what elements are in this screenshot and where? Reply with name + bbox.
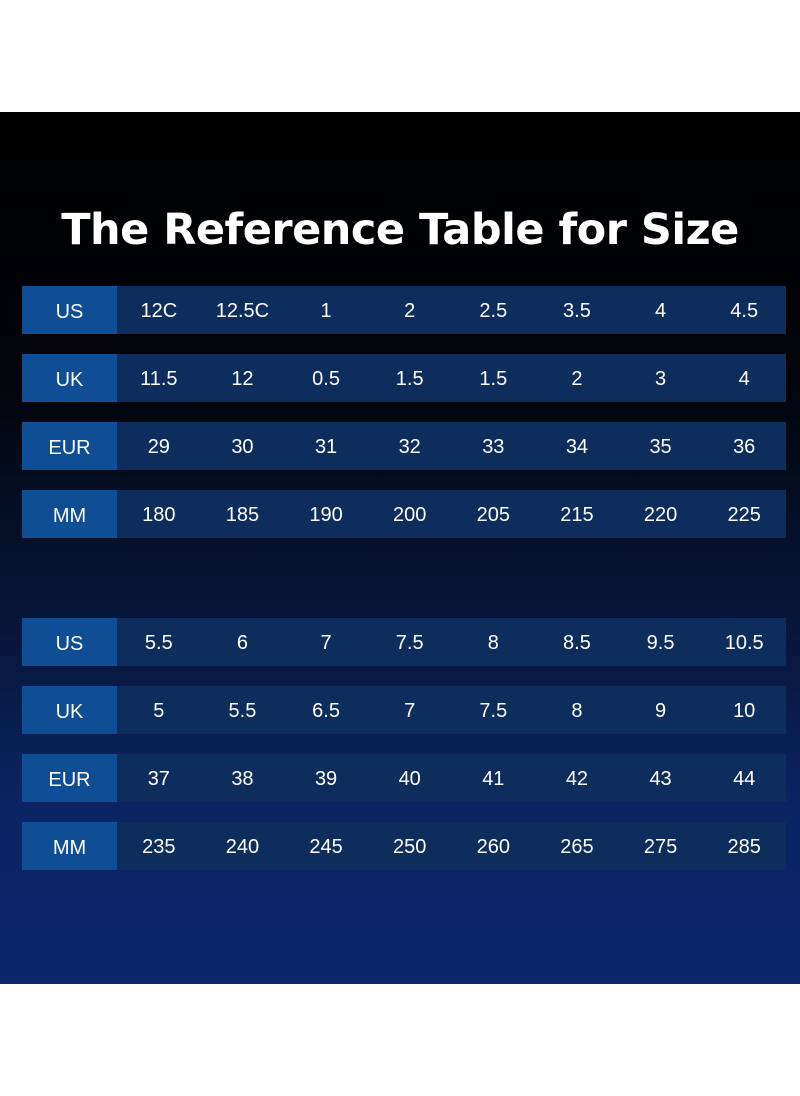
- table-cell: 4.5: [730, 299, 759, 322]
- table-cell: 40: [398, 767, 421, 790]
- table-cell: 265: [560, 835, 594, 858]
- table-cell: 7.5: [479, 699, 508, 722]
- row-label: MM: [22, 822, 117, 870]
- table-cell: 8: [571, 699, 583, 722]
- table-cell: 9: [655, 699, 667, 722]
- table-cell: 10.5: [724, 631, 764, 654]
- table-cell: 3: [655, 367, 667, 390]
- table-cell: 7: [320, 631, 332, 654]
- size-row-us: US 5.5 6 7 7.5 8 8.5 9.5 10.5: [22, 618, 786, 666]
- table-cell: 275: [643, 835, 678, 858]
- table-cell: 9.5: [646, 631, 675, 654]
- table-cell: 12: [231, 367, 254, 390]
- table-cell: 3.5: [563, 299, 591, 322]
- table-cell: 215: [560, 503, 594, 526]
- row-cells: 5.5 6 7 7.5 8 8.5 9.5 10.5: [117, 618, 786, 666]
- table-cell: 0.5: [312, 367, 340, 390]
- table-cell: 285: [727, 835, 761, 858]
- table-cell: 205: [476, 503, 510, 526]
- table-cell: 32: [398, 435, 421, 458]
- table-cell: 11.5: [140, 367, 178, 390]
- table-cell: 4: [655, 299, 667, 322]
- table-cell: 7: [404, 699, 416, 722]
- table-cell: 8: [487, 631, 499, 654]
- table-cell: 42: [565, 767, 589, 790]
- row-cells: 37 38 39 40 41 42 43 44: [117, 754, 786, 802]
- size-row-mm: MM 235 240 245 250 260 265 275 285: [22, 822, 786, 870]
- table-cell: 34: [565, 435, 589, 458]
- table-cell: 220: [643, 503, 678, 526]
- table-cell: 200: [393, 503, 427, 526]
- row-label: US: [22, 618, 117, 666]
- table-cell: 8.5: [563, 631, 591, 654]
- size-row-eur: EUR 37 38 39 40 41 42 43 44: [22, 754, 786, 802]
- row-label: MM: [22, 490, 117, 538]
- table-cell: 2: [571, 367, 583, 390]
- size-row-us: US 12C 12.5C 1 2 2.5 3.5 4 4.5: [22, 286, 786, 334]
- table-cell: 30: [231, 435, 254, 458]
- size-row-uk: UK 5 5.5 6.5 7 7.5 8 9 10: [22, 686, 786, 734]
- table-cell: 225: [727, 503, 761, 526]
- row-cells: 29 30 31 32 33 34 35 36: [117, 422, 786, 470]
- row-cells: 180 185 190 200 205 215 220 225: [117, 490, 786, 538]
- table-cell: 10: [733, 699, 756, 722]
- page-title: The Reference Table for Size: [61, 205, 739, 255]
- table-cell: 190: [309, 503, 343, 526]
- table-cell: 180: [142, 503, 176, 526]
- row-label: UK: [22, 354, 117, 402]
- table-cell: 5.5: [228, 699, 257, 722]
- row-label: US: [22, 286, 117, 334]
- table-cell: 1.5: [479, 367, 508, 390]
- table-cell: 4: [738, 367, 750, 390]
- table-cell: 1.5: [395, 367, 424, 390]
- table-cell: 250: [393, 835, 427, 858]
- table-cell: 39: [314, 767, 338, 790]
- table-cell: 37: [147, 767, 170, 790]
- table-cell: 240: [225, 835, 260, 858]
- table-cell: 5.5: [144, 631, 173, 654]
- table-cell: 12C: [140, 299, 178, 322]
- table-cell: 2: [404, 299, 416, 322]
- table-cell: 260: [476, 835, 510, 858]
- table-cell: 41: [482, 767, 505, 790]
- row-cells: 5 5.5 6.5 7 7.5 8 9 10: [117, 686, 786, 734]
- table-cell: 5: [153, 699, 165, 722]
- table-cell: 38: [231, 767, 254, 790]
- table-cell: 31: [314, 435, 338, 458]
- table-cell: 29: [147, 435, 170, 458]
- table-cell: 43: [649, 767, 672, 790]
- size-row-uk: UK 11.5 12 0.5 1.5 1.5 2 3 4: [22, 354, 786, 402]
- row-label: EUR: [22, 422, 117, 470]
- table-cell: 6: [236, 631, 248, 654]
- row-cells: 11.5 12 0.5 1.5 1.5 2 3 4: [117, 354, 786, 402]
- table-cell: 35: [649, 435, 672, 458]
- table-cell: 185: [225, 503, 260, 526]
- row-label: EUR: [22, 754, 117, 802]
- table-cell: 12.5C: [215, 299, 270, 322]
- table-cell: 44: [733, 767, 756, 790]
- table-cell: 36: [733, 435, 756, 458]
- table-cell: 6.5: [312, 699, 340, 722]
- size-row-eur: EUR 29 30 31 32 33 34 35 36: [22, 422, 786, 470]
- size-row-mm: MM 180 185 190 200 205 215 220 225: [22, 490, 786, 538]
- table-cell: 245: [309, 835, 343, 858]
- row-cells: 235 240 245 250 260 265 275 285: [117, 822, 786, 870]
- table-cell: 33: [482, 435, 505, 458]
- table-cell: 235: [142, 835, 176, 858]
- table-cell: 1: [320, 299, 332, 322]
- row-cells: 12C 12.5C 1 2 2.5 3.5 4 4.5: [117, 286, 786, 334]
- table-cell: 7.5: [395, 631, 424, 654]
- row-label: UK: [22, 686, 117, 734]
- table-cell: 2.5: [479, 299, 508, 322]
